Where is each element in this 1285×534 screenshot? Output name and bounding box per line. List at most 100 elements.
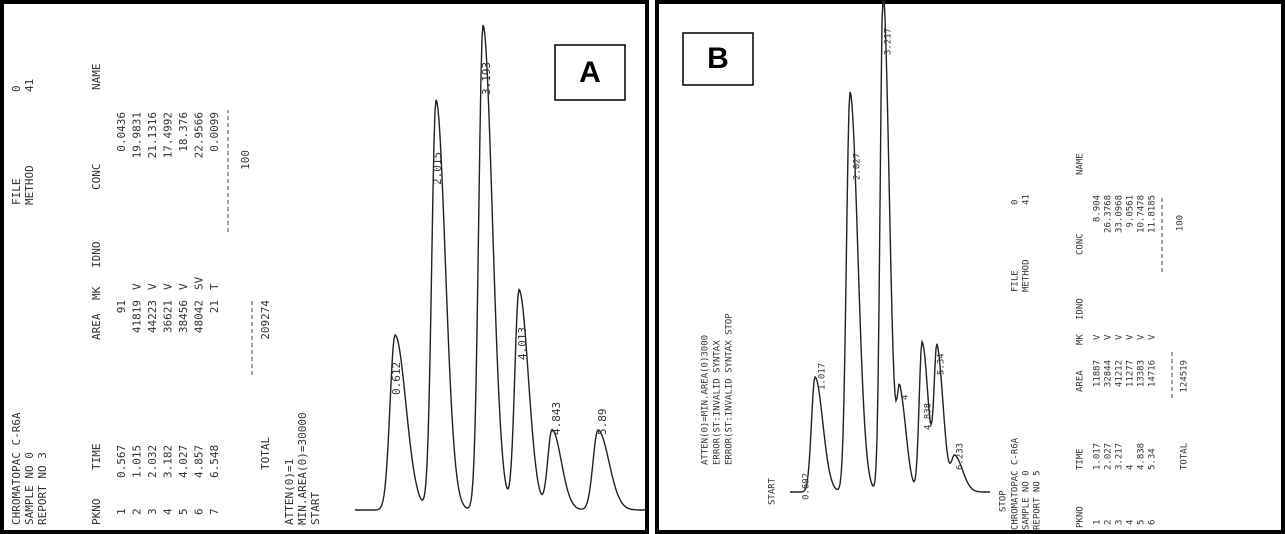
header-line: REPORT NO 3 — [36, 452, 49, 525]
start-label: START — [309, 492, 322, 525]
peak-number: 5 — [1137, 520, 1147, 525]
peak-mark: V — [131, 283, 144, 290]
peak-mark: T — [208, 283, 221, 290]
retention-time: 4.857 — [193, 445, 206, 478]
retention-time: 5.34 — [1148, 448, 1158, 470]
retention-time: 6.548 — [208, 445, 221, 478]
peak-number: 3 — [146, 508, 159, 515]
concentration: 21.1316 — [146, 112, 159, 158]
column-header: AREA — [90, 313, 103, 340]
peak-number: 1 — [115, 508, 128, 515]
concentration: 17.4992 — [162, 112, 175, 158]
column-header: PKNO — [90, 499, 103, 526]
peak-label: 2.027 — [853, 153, 863, 180]
concentration: 9.0561 — [1126, 195, 1136, 228]
peak-area: 41212 — [1115, 360, 1125, 387]
retention-time: 1.017 — [1093, 443, 1103, 470]
retention-time: 2.032 — [146, 445, 159, 478]
note: ERROR(ST:INVALID SYNTAX — [713, 340, 723, 465]
peak-area: 13383 — [1137, 360, 1147, 387]
file-label: METHOD — [1022, 259, 1032, 292]
peak-label: 3.193 — [480, 62, 493, 95]
concentration: 11.8185 — [1148, 195, 1158, 233]
peak-label: 4.843 — [550, 402, 563, 435]
peak-label: 0.692 — [802, 473, 812, 500]
retention-time: 4.027 — [177, 445, 190, 478]
total-label: TOTAL — [259, 437, 272, 470]
peak-number: 3 — [1115, 520, 1125, 525]
peak-label: 5.89 — [596, 409, 609, 436]
peak-label: 4.013 — [516, 327, 529, 360]
concentration: 10.7478 — [1137, 195, 1147, 233]
file-value: 0 — [1011, 200, 1021, 205]
peak-number: 4 — [162, 508, 175, 515]
peak-area: 48042 — [193, 300, 206, 333]
peak-label: 2.015 — [431, 152, 444, 185]
concentration: 18.376 — [177, 112, 190, 152]
peak-label: 6.233 — [956, 443, 966, 470]
total-area: 124519 — [1180, 360, 1190, 393]
peak-number: 4 — [1126, 520, 1136, 525]
header-line: CHROMATOPAC C-R6A — [10, 412, 23, 525]
total-conc: 100 — [239, 150, 252, 170]
file-label: FILE — [1011, 270, 1021, 292]
column-header: NAME — [1076, 153, 1086, 175]
peak-area: 44223 — [146, 300, 159, 333]
peak-label: 4.838 — [924, 403, 934, 430]
peak-number: 1 — [1093, 520, 1103, 525]
column-header: PKNO — [1076, 506, 1086, 528]
retention-time: 3.182 — [162, 445, 175, 478]
header-line: CHROMATOPAC C-R6A — [1011, 437, 1021, 530]
panel-label: A — [579, 56, 601, 89]
peak-area: 21 — [208, 300, 221, 313]
column-header: TIME — [1076, 448, 1086, 470]
retention-time: 4 — [1126, 465, 1136, 470]
concentration: 19.9831 — [131, 112, 144, 158]
peak-label: 1.017 — [818, 363, 828, 390]
peak-area: 36621 — [162, 300, 175, 333]
retention-time: 0.567 — [115, 445, 128, 478]
start-label: START — [768, 477, 778, 505]
retention-time: 3.217 — [1115, 443, 1125, 470]
peak-label: 0.612 — [390, 362, 403, 395]
note: ERROR(ST:INVALID SYNTAX STOP — [725, 313, 735, 465]
total-label: TOTAL — [1180, 443, 1190, 470]
retention-time: 4.838 — [1137, 443, 1147, 470]
panel-label: B — [707, 42, 729, 75]
file-value: 41 — [23, 79, 36, 92]
column-header: NAME — [90, 64, 103, 91]
peak-mark: V — [177, 283, 190, 290]
column-header: IDNO — [90, 242, 103, 269]
peak-label: 4 — [901, 395, 911, 400]
peak-area: 11887 — [1093, 360, 1103, 387]
peak-label: 5.34 — [937, 353, 947, 375]
peak-label: 3.217 — [884, 28, 894, 55]
peak-mark: V — [1104, 334, 1114, 340]
peak-number: 2 — [1104, 520, 1114, 525]
column-header: AREA — [1076, 370, 1086, 392]
peak-area: 14716 — [1148, 360, 1158, 387]
column-header: MK — [1076, 334, 1086, 345]
header-line: SAMPLE NO 0 — [1022, 470, 1032, 530]
peak-mark: V — [1126, 334, 1136, 340]
concentration: 22.9566 — [193, 112, 206, 158]
peak-area: 41819 — [131, 300, 144, 333]
column-header: MK — [90, 286, 103, 300]
peak-number: 5 — [177, 508, 190, 515]
peak-area: 38456 — [177, 300, 190, 333]
column-header: CONC — [90, 164, 103, 191]
column-header: CONC — [1076, 233, 1086, 255]
peak-mark: V — [1148, 334, 1158, 340]
figure: A B CHROMATOPAC C-R6ASAMPLE NO 0REPORT N… — [0, 0, 1285, 534]
file-label: FILE — [10, 179, 23, 206]
column-header: TIME — [90, 444, 103, 471]
peak-number: 7 — [208, 508, 221, 515]
peak-mark: V — [146, 283, 159, 290]
concentration: 33.0968 — [1115, 195, 1125, 233]
note: MIN.AREA(0)=30000 — [296, 412, 309, 525]
peak-mark: V — [162, 283, 175, 290]
stop-label: STOP — [999, 490, 1009, 512]
retention-time: 2.027 — [1104, 443, 1114, 470]
column-header: IDNO — [1076, 298, 1086, 320]
concentration: 8.904 — [1093, 195, 1103, 222]
